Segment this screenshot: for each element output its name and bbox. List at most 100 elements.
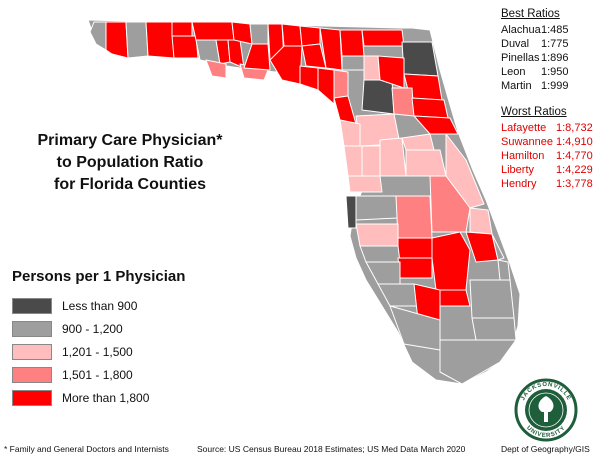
county-hardee <box>397 237 433 259</box>
county-name: Alachua <box>501 24 541 36</box>
ratio-value: 1:4,770 <box>556 150 593 162</box>
legend-item: Less than 900 <box>12 294 185 317</box>
county-hamilton <box>299 25 321 47</box>
legend-swatch <box>12 320 52 337</box>
ratio-row: Leon 1:950 <box>501 65 593 79</box>
credit-text: Dept of Geography/GIS <box>501 444 590 454</box>
county-gilchrist <box>333 69 349 99</box>
county-desoto <box>397 257 433 279</box>
worst-ratios: Worst Ratios Lafayette 1:8,732 Suwannee 1:… <box>501 106 593 191</box>
legend-swatch <box>12 366 52 383</box>
ratios-panel: Best Ratios Alachua 1:485 Duval 1:775 Pine… <box>501 8 593 191</box>
county-lake <box>379 137 407 177</box>
ratio-value: 1:775 <box>541 38 569 50</box>
seal-tree-icon <box>538 396 554 422</box>
legend-label: 1,201 - 1,500 <box>62 344 133 359</box>
ratio-row: Lafayette 1:8,732 <box>501 121 593 135</box>
ratio-value: 1:8,732 <box>556 122 593 134</box>
county-highlands <box>431 231 471 291</box>
county-duval <box>401 41 439 77</box>
county-pinellas <box>345 195 357 229</box>
county-name: Suwannee <box>501 136 553 148</box>
ratio-row: Hamilton 1:4,770 <box>501 149 593 163</box>
source-text: Source: US Census Bureau 2018 Estimates;… <box>197 444 466 454</box>
county-putnam <box>391 87 415 117</box>
ratio-row: Hendry 1:3,778 <box>501 177 593 191</box>
county-lafayette <box>299 65 319 91</box>
county-palm-beach <box>469 279 515 319</box>
county-wakulla <box>243 43 271 71</box>
county-brevard <box>445 133 485 209</box>
legend-item: More than 1,800 <box>12 386 185 409</box>
county-santa-rosa <box>105 21 129 59</box>
county-escambia <box>89 21 107 51</box>
county-name: Martin <box>501 80 532 92</box>
county-st-lucie <box>491 233 505 261</box>
county-holmes <box>171 21 193 37</box>
legend: Persons per 1 Physician Less than 900 90… <box>12 268 185 409</box>
legend-swatch <box>12 343 52 360</box>
county-walton <box>145 21 175 59</box>
county-union <box>341 55 365 71</box>
county-alachua <box>361 79 395 115</box>
county-gulf <box>205 59 227 79</box>
ratio-value: 1:3,778 <box>556 178 593 190</box>
county-citrus <box>339 119 361 147</box>
county-bradford <box>363 55 381 81</box>
legend-item: 900 - 1,200 <box>12 317 185 340</box>
ratio-value: 1:950 <box>541 66 569 78</box>
county-flagler <box>411 97 449 119</box>
map-title: Primary Care Physician* to Population Ra… <box>10 130 250 196</box>
county-miami-dade <box>439 339 517 385</box>
county-polk <box>395 195 433 239</box>
county-hernando <box>343 145 363 177</box>
footnote: * Family and General Doctors and Interni… <box>4 444 169 454</box>
county-nassau <box>361 29 405 47</box>
county-washington <box>171 35 199 59</box>
county-sumter <box>359 145 381 177</box>
county-name: Pinellas <box>501 52 540 64</box>
ratio-row: Martin 1:999 <box>501 79 593 93</box>
county-volusia <box>413 115 459 135</box>
county-dixie <box>317 67 335 105</box>
county-taylor <box>269 45 303 85</box>
ratio-row: Alachua 1:485 <box>501 23 593 37</box>
county-martin <box>497 259 511 281</box>
ratio-row: Liberty 1:4,229 <box>501 163 593 177</box>
county-orange <box>405 149 447 177</box>
county-broward <box>471 317 517 341</box>
seal-inner-line <box>528 392 564 428</box>
title-line-2: to Population Ratio <box>56 154 204 171</box>
worst-ratios-heading: Worst Ratios <box>501 106 567 118</box>
county-hillsborough <box>353 195 399 221</box>
county-name: Liberty <box>501 164 535 176</box>
legend-title: Persons per 1 Physician <box>12 268 186 285</box>
ratio-row: Duval 1:775 <box>501 37 593 51</box>
county-okaloosa <box>125 21 149 59</box>
legend-item: 1,501 - 1,800 <box>12 363 185 386</box>
legend-label: 900 - 1,200 <box>62 321 123 336</box>
best-ratios-heading: Best Ratios <box>501 8 560 20</box>
county-manatee <box>355 223 399 247</box>
county-gadsden <box>231 21 253 45</box>
county-name: Duval <box>501 38 530 50</box>
county-baker <box>339 29 365 57</box>
county-madison <box>281 23 303 47</box>
legend-swatch <box>12 297 52 314</box>
ratio-value: 1:485 <box>541 24 569 36</box>
legend-item: 1,201 - 1,500 <box>12 340 185 363</box>
ratio-value: 1:4,910 <box>556 136 593 148</box>
best-ratios: Best Ratios Alachua 1:485 Duval 1:775 Pine… <box>501 8 593 93</box>
county-sarasota <box>359 245 401 263</box>
legend-label: Less than 900 <box>62 298 138 313</box>
legend-swatch <box>12 389 52 406</box>
ratio-row: Suwannee 1:4,910 <box>501 135 593 149</box>
ratio-value: 1:896 <box>541 52 569 64</box>
ratio-row: Pinellas 1:896 <box>501 51 593 65</box>
legend-label: More than 1,800 <box>62 390 150 405</box>
county-jackson <box>191 21 235 41</box>
county-name: Leon <box>501 66 526 78</box>
county-osceola <box>429 175 471 233</box>
